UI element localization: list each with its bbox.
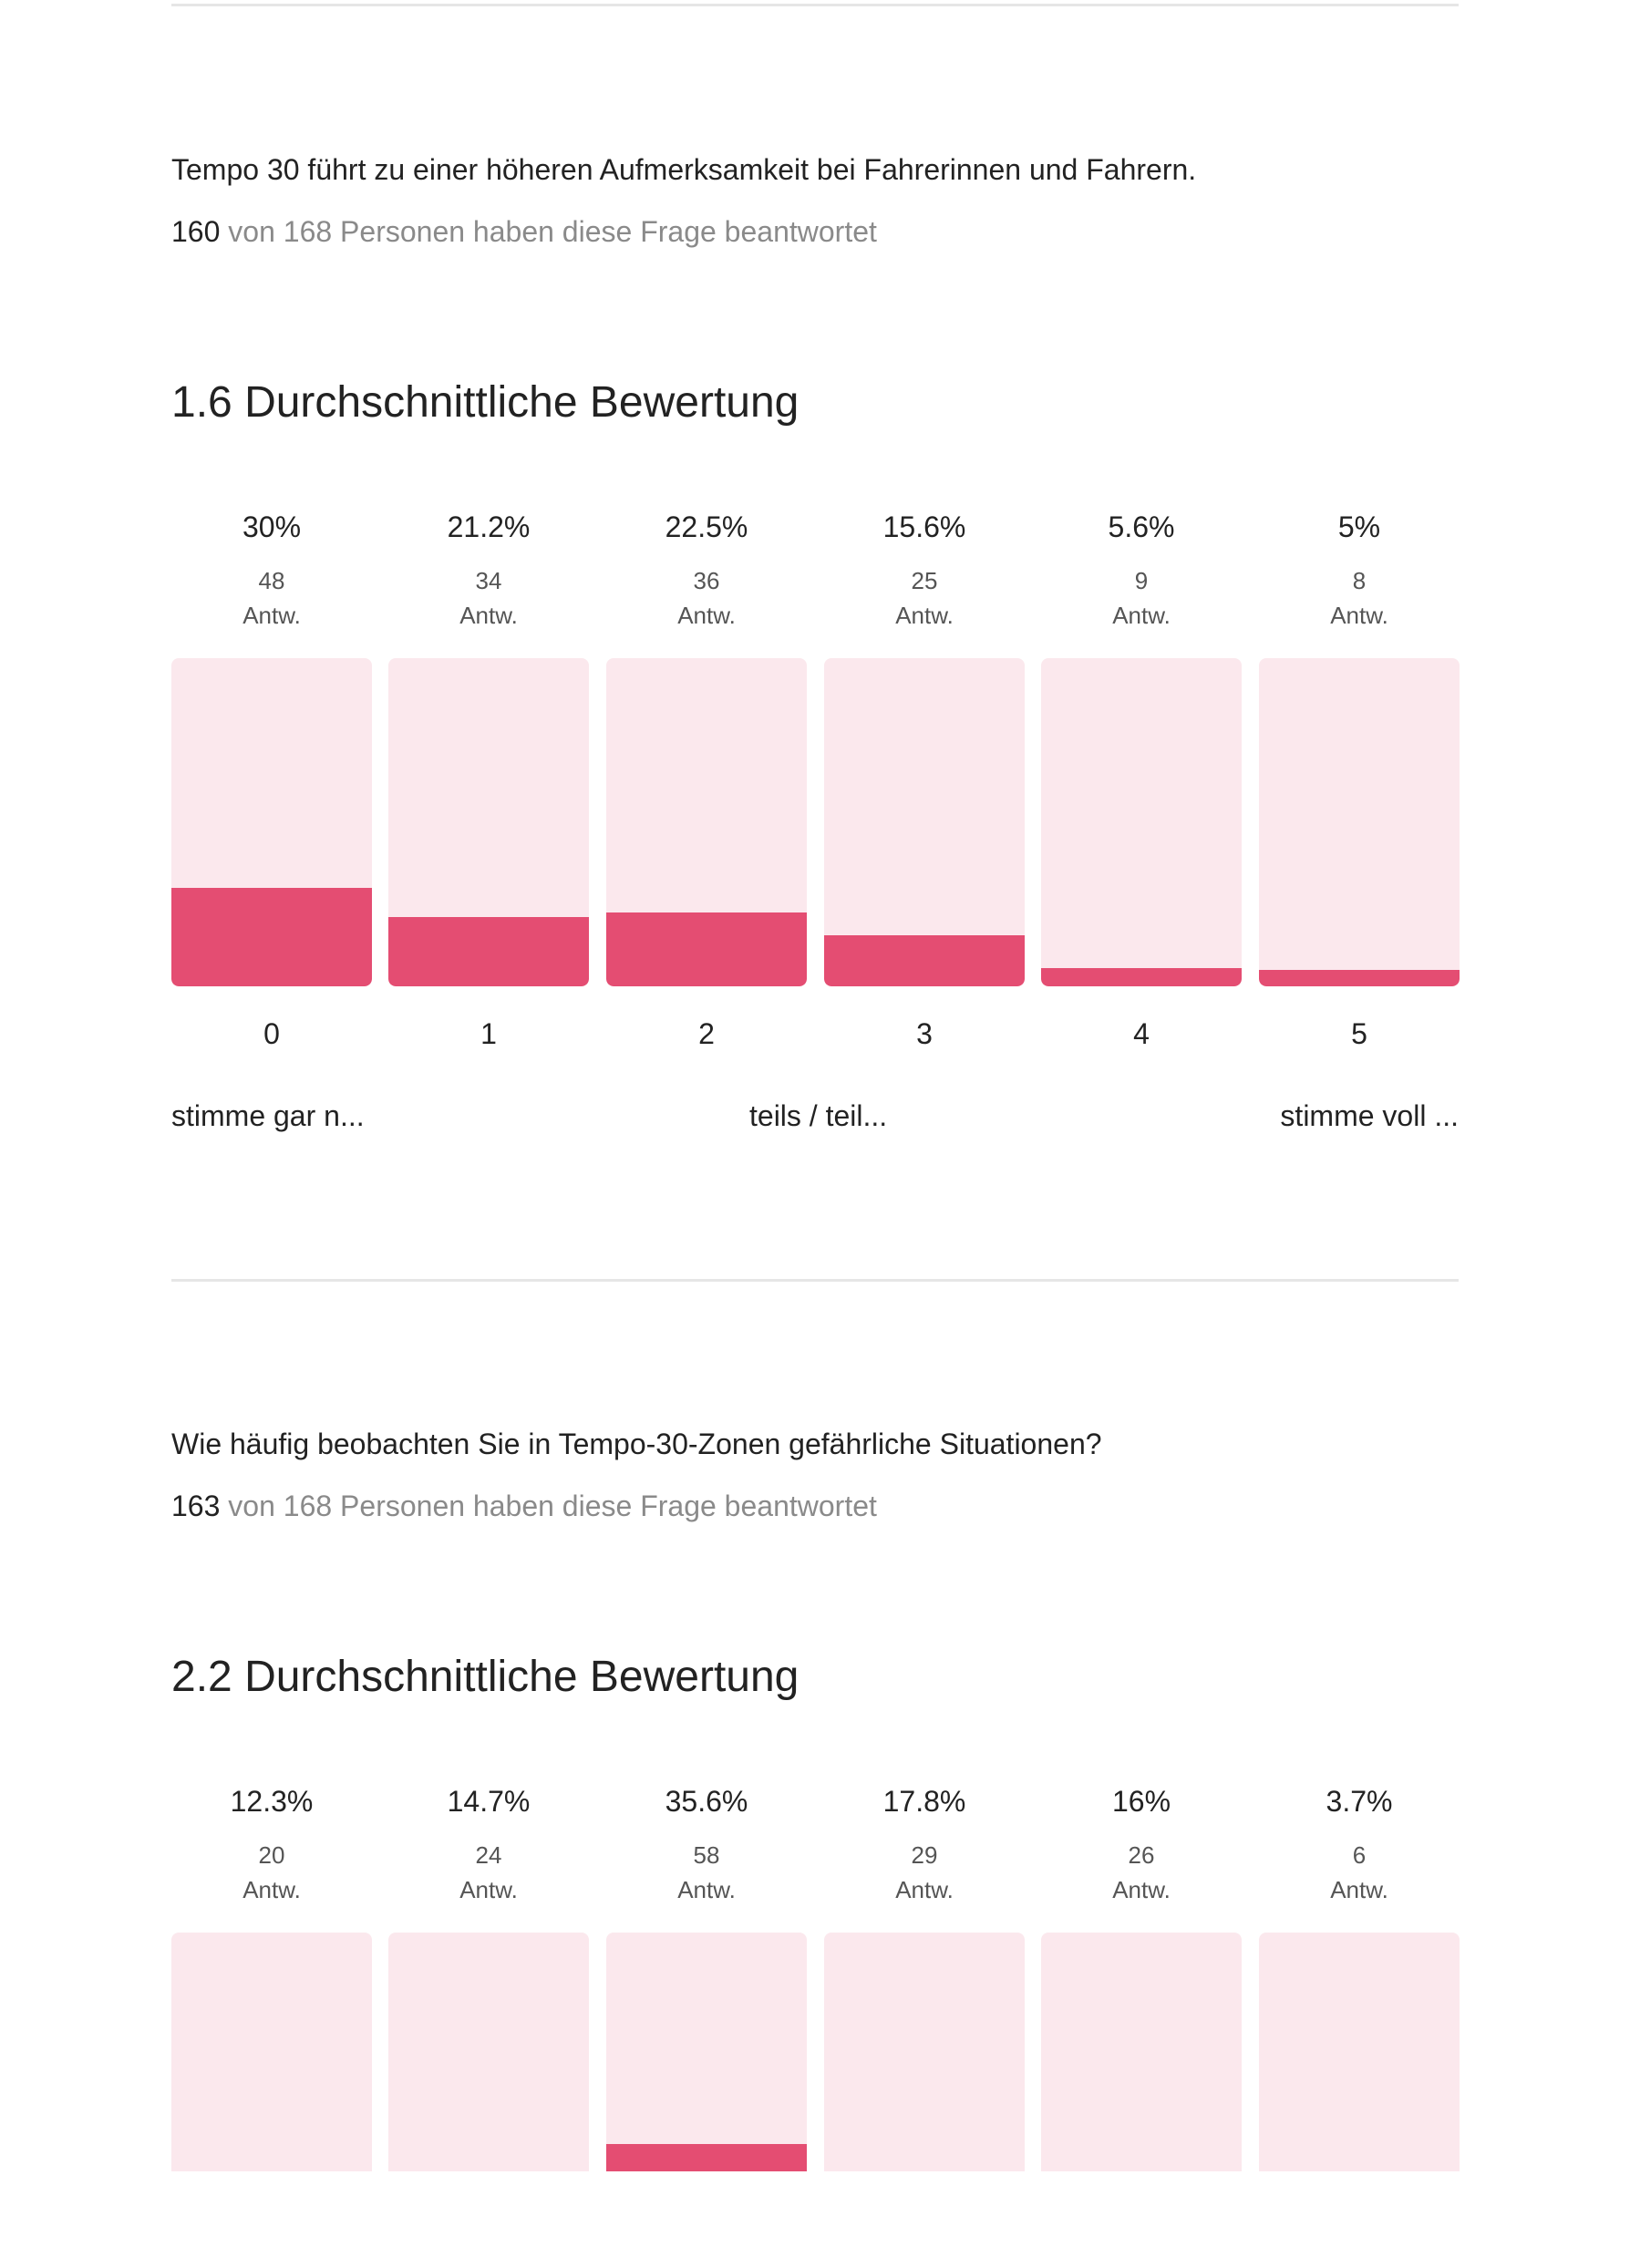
count-label: 34 <box>475 567 502 594</box>
count-unit-label: Antw. <box>459 602 518 629</box>
question-text: Tempo 30 führt zu einer höheren Aufmerks… <box>171 153 1197 186</box>
count-label: 8 <box>1352 567 1367 594</box>
count-unit-label: Antw. <box>1112 1876 1171 1903</box>
count-label: 36 <box>693 567 720 594</box>
scale-value-label: 2 <box>698 1017 715 1050</box>
axis-label-left: stimme gar n... <box>171 1099 365 1132</box>
percent-label: 30% <box>242 510 302 543</box>
count-label: 26 <box>1128 1841 1155 1869</box>
answered-count: 160 von 168 Personen haben diese Frage b… <box>171 215 877 249</box>
axis-label-right: stimme voll ... <box>1280 1099 1459 1132</box>
count-label: 58 <box>693 1841 720 1869</box>
bar <box>1259 970 1460 986</box>
rating-chart: 30% 48 Antw. 0 21.2% 34 Antw. 1 22.5% 36 Antw. 2 15.… <box>171 510 1460 1139</box>
percent-label: 22.5% <box>665 510 748 543</box>
percent-label: 35.6% <box>665 1785 748 1818</box>
count-unit-label: Antw. <box>677 1876 736 1903</box>
percent-label: 17.8% <box>882 1785 966 1818</box>
bar-track <box>1041 658 1242 986</box>
bar-track <box>171 1933 372 2171</box>
scale-value-label: 0 <box>263 1017 280 1050</box>
bar-track <box>1041 1933 1242 2171</box>
count-unit-label: Antw. <box>895 602 954 629</box>
answered-number: 160 <box>171 215 221 248</box>
average-rating-title: 1.6 Durchschnittliche Bewertung <box>171 378 800 427</box>
percent-label: 21.2% <box>447 510 531 543</box>
section-divider-top <box>171 4 1459 6</box>
bar <box>606 2144 807 2171</box>
bar-track <box>171 658 372 986</box>
count-label: 6 <box>1352 1841 1367 1869</box>
bar-track <box>1259 1933 1460 2171</box>
answered-number: 163 <box>171 1490 221 1522</box>
count-label: 48 <box>258 567 285 594</box>
answered-count: 163 von 168 Personen haben diese Frage b… <box>171 1490 877 1523</box>
bar-track <box>606 658 807 986</box>
scale-value-label: 3 <box>916 1017 933 1050</box>
count-unit-label: Antw. <box>1330 602 1388 629</box>
count-unit-label: Antw. <box>1112 602 1171 629</box>
count-unit-label: Antw. <box>459 1876 518 1903</box>
count-unit-label: Antw. <box>1330 1876 1388 1903</box>
count-unit-label: Antw. <box>677 602 736 629</box>
count-label: 20 <box>258 1841 285 1869</box>
bar <box>171 888 372 986</box>
section-divider <box>171 1279 1459 1282</box>
percent-label: 5% <box>1337 510 1381 543</box>
bar-track <box>606 1933 807 2171</box>
answered-label: von 168 Personen haben diese Frage beant… <box>220 1490 877 1522</box>
count-label: 25 <box>911 567 938 594</box>
count-label: 29 <box>911 1841 938 1869</box>
percent-label: 16% <box>1111 1785 1171 1818</box>
bar-track <box>824 658 1025 986</box>
percent-label: 14.7% <box>447 1785 531 1818</box>
bar-track <box>1259 658 1460 986</box>
percent-label: 12.3% <box>230 1785 314 1818</box>
bar-track <box>824 1933 1025 2171</box>
percent-label: 3.7% <box>1326 1785 1393 1818</box>
rating-chart: 12.3% 20 Antw. 14.7% 24 Antw. 35.6% 58 Antw. 17.8… <box>171 1785 1460 2171</box>
axis-label-middle: teils / teil... <box>749 1099 888 1132</box>
percent-label: 15.6% <box>882 510 966 543</box>
answered-label: von 168 Personen haben diese Frage beant… <box>220 215 877 248</box>
percent-label: 5.6% <box>1108 510 1175 543</box>
scale-value-label: 5 <box>1351 1017 1367 1050</box>
bar-track <box>388 658 589 986</box>
bar <box>824 935 1025 986</box>
count-unit-label: Antw. <box>242 1876 301 1903</box>
scale-value-label: 4 <box>1133 1017 1150 1050</box>
count-unit-label: Antw. <box>242 602 301 629</box>
bar <box>388 917 589 986</box>
bar <box>1041 968 1242 986</box>
scale-value-label: 1 <box>480 1017 497 1050</box>
question-text: Wie häufig beobachten Sie in Tempo-30-Zo… <box>171 1428 1102 1460</box>
count-label: 24 <box>475 1841 502 1869</box>
average-rating-title: 2.2 Durchschnittliche Bewertung <box>171 1653 800 1701</box>
count-label: 9 <box>1134 567 1149 594</box>
count-unit-label: Antw. <box>895 1876 954 1903</box>
bar <box>606 912 807 986</box>
bar-track <box>388 1933 589 2171</box>
